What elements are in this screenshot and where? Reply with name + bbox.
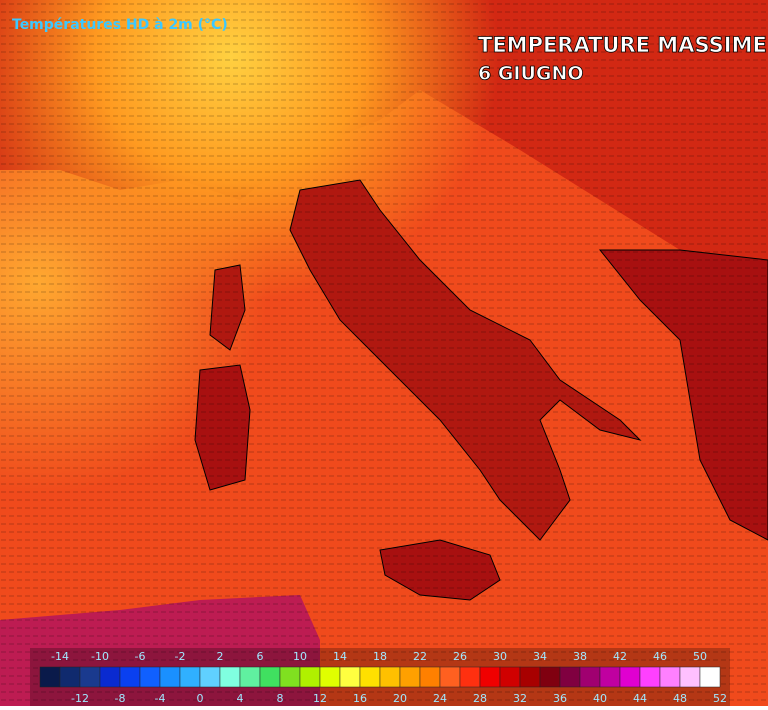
legend-tick-label: 24 — [433, 692, 447, 705]
legend-tick-label: 18 — [373, 650, 387, 663]
legend-swatch — [339, 666, 361, 688]
legend-swatch — [539, 666, 561, 688]
legend-tick-label: 2 — [217, 650, 224, 663]
legend-swatch — [479, 666, 501, 688]
legend-swatch — [259, 666, 281, 688]
legend-swatch — [79, 666, 101, 688]
legend-swatch — [699, 666, 721, 688]
legend-tick-label: 0 — [197, 692, 204, 705]
legend-tick-label: 40 — [593, 692, 607, 705]
legend-tick-label: 50 — [693, 650, 707, 663]
legend-swatch — [679, 666, 701, 688]
legend-tick-label: 32 — [513, 692, 527, 705]
legend-swatch — [359, 666, 381, 688]
legend-tick-label: -6 — [135, 650, 146, 663]
legend-tick-label: 20 — [393, 692, 407, 705]
legend-tick-label: 46 — [653, 650, 667, 663]
legend-tick-label: 22 — [413, 650, 427, 663]
legend-swatch — [59, 666, 81, 688]
legend-tick-label: 26 — [453, 650, 467, 663]
legend-tick-label: 14 — [333, 650, 347, 663]
legend-swatch — [519, 666, 541, 688]
legend-swatch — [39, 666, 61, 688]
legend-swatch — [559, 666, 581, 688]
legend-tick-label: -8 — [115, 692, 126, 705]
legend-swatch — [299, 666, 321, 688]
legend-tick-label: 16 — [353, 692, 367, 705]
product-label: Températures HD à 2m (°C) — [12, 17, 228, 33]
legend-swatch — [119, 666, 141, 688]
legend-tick-label: 38 — [573, 650, 587, 663]
legend-tick-label: -4 — [155, 692, 166, 705]
legend-tick-label: 8 — [277, 692, 284, 705]
legend-swatch — [619, 666, 641, 688]
legend-swatch — [499, 666, 521, 688]
map-title: TEMPERATURE MASSIME — [478, 33, 767, 57]
legend-tick-label: 10 — [293, 650, 307, 663]
legend-swatch — [379, 666, 401, 688]
map-subtitle: 6 GIUGNO — [478, 63, 584, 85]
legend-swatch — [199, 666, 221, 688]
legend-swatch — [659, 666, 681, 688]
legend-tick-label: 4 — [237, 692, 244, 705]
legend-swatch — [439, 666, 461, 688]
legend-tick-label: 48 — [673, 692, 687, 705]
legend-swatch — [419, 666, 441, 688]
legend-tick-label: 28 — [473, 692, 487, 705]
legend-tick-label: 36 — [553, 692, 567, 705]
legend-swatch — [459, 666, 481, 688]
legend-tick-label: 6 — [257, 650, 264, 663]
legend-tick-label: 12 — [313, 692, 327, 705]
legend-tick-label: -2 — [175, 650, 186, 663]
legend-tick-label: 30 — [493, 650, 507, 663]
legend-swatch — [279, 666, 301, 688]
legend-swatch — [639, 666, 661, 688]
legend-tick-label: 34 — [533, 650, 547, 663]
legend-swatch — [599, 666, 621, 688]
legend-swatch — [219, 666, 241, 688]
legend-tick-label: -14 — [51, 650, 69, 663]
legend-swatch — [579, 666, 601, 688]
legend-swatch — [159, 666, 181, 688]
legend-tick-label: 42 — [613, 650, 627, 663]
legend-tick-label: -10 — [91, 650, 109, 663]
legend: -14 -10 -6 -2 2 6 10 14 18 22 26 30 34 38 42 46 50-12 -8-… — [39, 650, 727, 705]
legend-swatch — [179, 666, 201, 688]
legend-tick-label: 44 — [633, 692, 647, 705]
legend-swatch — [239, 666, 261, 688]
legend-swatch — [399, 666, 421, 688]
legend-swatch — [99, 666, 121, 688]
legend-swatch — [319, 666, 341, 688]
legend-tick-label: 52 — [713, 692, 727, 705]
legend-swatch — [139, 666, 161, 688]
legend-tick-label: -12 — [71, 692, 89, 705]
